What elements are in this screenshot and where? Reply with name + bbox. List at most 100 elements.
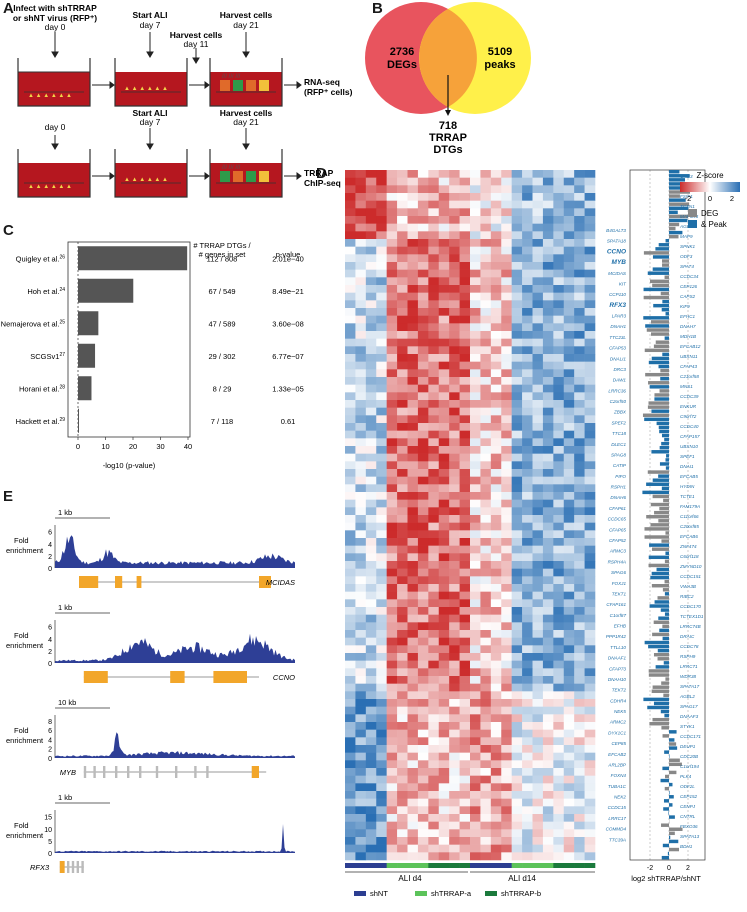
- heatmap-cell: [585, 645, 596, 653]
- heatmap-cell: [460, 783, 471, 791]
- heatmap-sample-bar: [470, 863, 481, 868]
- heatmap-cell: [439, 661, 450, 669]
- d-bar: [662, 259, 669, 262]
- heatmap-cell: [501, 791, 512, 799]
- heatmap-cell: [543, 484, 554, 492]
- heatmap-cell: [585, 415, 596, 423]
- heatmap-cell: [543, 507, 554, 515]
- heatmap-cell: [522, 201, 533, 209]
- heatmap-cell: [491, 362, 502, 370]
- d-bar: [669, 848, 679, 851]
- heatmap-cell: [564, 791, 575, 799]
- heatmap-cell: [470, 837, 481, 845]
- heatmap-cell: [366, 270, 377, 278]
- heatmap-cell: [449, 599, 460, 607]
- heatmap-cell: [585, 331, 596, 339]
- heatmap-cell: [564, 400, 575, 408]
- heatmap-cell: [553, 745, 564, 753]
- heatmap-cell: [418, 799, 429, 807]
- heatmap-cell: [449, 300, 460, 308]
- heatmap-cell: [533, 668, 544, 676]
- d-bar: [645, 324, 669, 327]
- d-bar: [652, 547, 669, 550]
- heatmap-cell: [585, 369, 596, 377]
- heatmap-cell: [366, 469, 377, 477]
- heatmap-cell: [366, 500, 377, 508]
- xtick-label-c-4: 40: [184, 442, 192, 451]
- heatmap-cell: [355, 822, 366, 830]
- heatmap-cell: [387, 201, 398, 209]
- heatmap-cell: [533, 377, 544, 385]
- heatmap-cell: [480, 500, 491, 508]
- heatmap-cell: [439, 745, 450, 753]
- heatmap-cell: [366, 454, 377, 462]
- heatmap-cell: [501, 599, 512, 607]
- heatmap-cell: [366, 354, 377, 362]
- heatmap-cell: [345, 431, 356, 439]
- heatmap-cell: [397, 277, 408, 285]
- heatmap-cell: [543, 193, 554, 201]
- heatmap-cell: [408, 546, 419, 554]
- heatmap-cell: [585, 661, 596, 669]
- heatmap-cell: [439, 270, 450, 278]
- heatmap-cell: [428, 446, 439, 454]
- d-bar: [662, 434, 669, 437]
- heatmap-cell: [355, 837, 366, 845]
- heatmap-cell: [376, 515, 387, 523]
- heatmap-cell: [512, 691, 523, 699]
- heatmap-cell: [480, 523, 491, 531]
- heatmap-cell: [553, 507, 564, 515]
- heatmap-cell: [387, 553, 398, 561]
- heatmap-cell: [512, 615, 523, 623]
- heatmap-cell: [449, 515, 460, 523]
- heatmap-cell: [345, 530, 356, 538]
- heatmap-cell: [470, 392, 481, 400]
- heatmap-cell: [428, 806, 439, 814]
- d-bar: [668, 852, 669, 855]
- heatmap-cell: [345, 707, 356, 715]
- heatmap-cell: [585, 653, 596, 661]
- heatmap-cell: [428, 201, 439, 209]
- heatmap-cell: [522, 546, 533, 554]
- heatmap-cell: [491, 193, 502, 201]
- heatmap-cell: [522, 599, 533, 607]
- heatmap-cell: [408, 730, 419, 738]
- heatmap-cell: [585, 308, 596, 316]
- heatmap-cell: [480, 178, 491, 186]
- heatmap-cell: [522, 415, 533, 423]
- heatmap-cell: [428, 684, 439, 692]
- heatmap-cell: [564, 584, 575, 592]
- heatmap-cell: [439, 768, 450, 776]
- heatmap-cell: [501, 776, 512, 784]
- heatmap-cell: [543, 500, 554, 508]
- heatmap-cell: [397, 331, 408, 339]
- heatmap-cell: [345, 622, 356, 630]
- heatmap-cell: [543, 316, 554, 324]
- heatmap-cell: [564, 806, 575, 814]
- heatmap-cell: [564, 201, 575, 209]
- heatmap-cell: [376, 523, 387, 531]
- d-gene-right-7: SPNK1: [680, 244, 696, 249]
- heatmap-cell: [345, 691, 356, 699]
- bar-c-label-4: Horani et al.28: [19, 384, 65, 393]
- heatmap-cell: [366, 293, 377, 301]
- heatmap-cell: [408, 584, 419, 592]
- heatmap-cell: [408, 408, 419, 416]
- heatmap-cell: [522, 684, 533, 692]
- heatmap-cell: [491, 300, 502, 308]
- d-gene-right-18: UBXN11: [680, 354, 698, 359]
- heatmap-cell: [522, 454, 533, 462]
- ratio-c-4: 8 / 29: [213, 384, 232, 393]
- d-gene-right-45: LRRC74B: [680, 624, 701, 629]
- heatmap-cell: [387, 224, 398, 232]
- heatmap-cell: [366, 400, 377, 408]
- heatmap-cell: [470, 224, 481, 232]
- heatmap-cell: [501, 561, 512, 569]
- heatmap-cell: [397, 576, 408, 584]
- heatmap-cell: [428, 668, 439, 676]
- heatmap-cell: [574, 806, 585, 814]
- heatmap-cell: [366, 178, 377, 186]
- heatmap-cell: [397, 239, 408, 247]
- heatmap-cell: [408, 691, 419, 699]
- heatmap-cell: [480, 730, 491, 738]
